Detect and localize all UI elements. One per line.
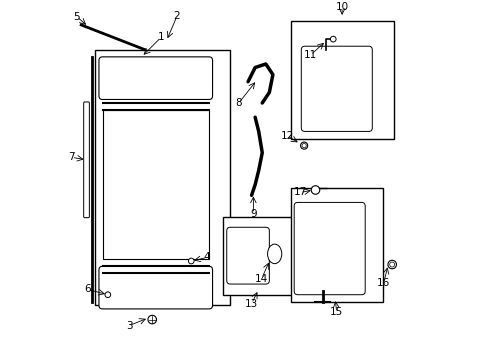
Circle shape [188, 258, 194, 264]
Circle shape [330, 36, 335, 42]
Circle shape [105, 292, 110, 298]
Circle shape [302, 144, 305, 148]
Bar [290, 21, 393, 139]
FancyBboxPatch shape [99, 57, 212, 99]
Circle shape [300, 142, 307, 149]
Text: 15: 15 [329, 307, 343, 318]
Text: 3: 3 [125, 321, 132, 330]
Circle shape [148, 315, 156, 324]
Text: 6: 6 [84, 284, 91, 294]
Circle shape [389, 262, 394, 267]
FancyBboxPatch shape [226, 227, 269, 284]
Bar [223, 217, 294, 295]
Bar [290, 188, 382, 302]
FancyBboxPatch shape [99, 266, 212, 309]
Text: 7: 7 [68, 152, 75, 162]
Text: 10: 10 [335, 2, 348, 12]
Text: 9: 9 [249, 209, 256, 219]
Text: 2: 2 [173, 11, 180, 21]
Text: 12: 12 [280, 131, 293, 141]
Text: 13: 13 [244, 298, 258, 309]
Bar [95, 50, 230, 305]
Text: 5: 5 [74, 12, 80, 22]
Text: 1: 1 [158, 32, 164, 42]
Text: 11: 11 [303, 50, 317, 60]
Text: 16: 16 [376, 278, 389, 288]
FancyBboxPatch shape [294, 202, 365, 295]
Text: 14: 14 [254, 274, 267, 284]
Ellipse shape [267, 244, 281, 264]
FancyBboxPatch shape [83, 102, 89, 218]
Text: 17: 17 [293, 188, 306, 198]
FancyBboxPatch shape [301, 46, 371, 131]
Circle shape [310, 186, 319, 194]
Text: 4: 4 [203, 252, 210, 262]
Circle shape [387, 260, 396, 269]
Bar [102, 110, 208, 259]
Text: 8: 8 [235, 98, 242, 108]
